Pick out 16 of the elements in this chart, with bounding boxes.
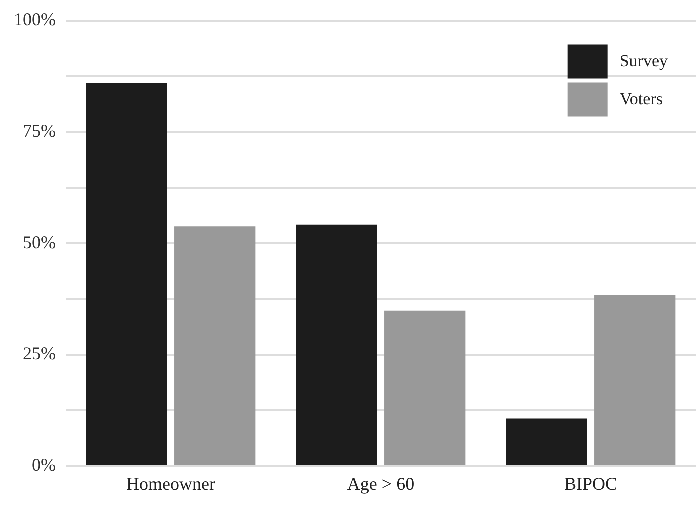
x-tick-label: Age > 60	[347, 474, 415, 494]
bar	[296, 224, 378, 466]
bar	[86, 83, 168, 466]
bar	[384, 310, 466, 466]
legend-label: Voters	[620, 89, 663, 108]
bar	[506, 418, 588, 466]
y-tick-label: 75%	[22, 120, 56, 141]
y-tick-label: 50%	[22, 232, 56, 252]
bar	[174, 226, 256, 466]
x-tick-label: Homeowner	[126, 474, 216, 494]
y-tick-label: 25%	[22, 344, 56, 364]
y-tick-label: 100%	[14, 10, 56, 30]
x-tick-label: BIPOC	[564, 474, 618, 494]
legend-label: Survey	[620, 51, 668, 70]
bar	[594, 295, 676, 466]
y-tick-label: 0%	[32, 455, 56, 476]
